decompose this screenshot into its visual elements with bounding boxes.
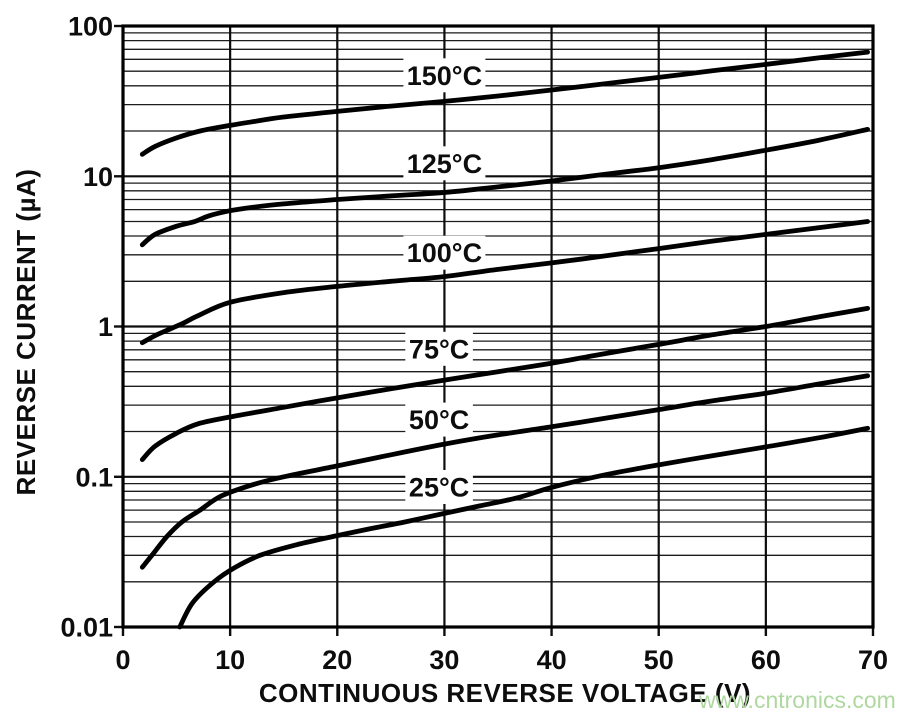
curve-label-bg-150c [403,58,486,93]
curve-50c [139,373,870,570]
curve-label-50c: 50°C [405,402,473,437]
curve-125c [139,127,870,248]
curve-150c [139,49,870,157]
curve-label-75c: 75°C [405,331,473,366]
curve-label-bg-25c [405,470,473,504]
curve-100c [139,219,870,346]
x-tick-label: 0 [115,645,130,675]
y-tick-label: 0.01 [60,613,113,643]
curve-label-text-125c: 125°C [407,149,482,179]
curve-label-text-50c: 50°C [409,405,469,435]
x-tick-label: 20 [322,645,352,675]
curve-label-25c: 25°C [405,470,473,504]
y-tick-label: 10 [83,162,113,192]
x-tick-label: 10 [215,645,245,675]
curve-75c [139,306,870,462]
curve-label-bg-50c [405,402,473,437]
curve-label-text-25c: 25°C [409,473,469,503]
plot-frame [121,24,875,629]
curve-label-text-150c: 150°C [407,61,482,91]
curve-label-125c: 125°C [403,146,486,181]
x-tick-label: 50 [644,645,674,675]
y-tick-label: 100 [68,12,113,42]
curve-label-bg-100c [403,235,486,270]
x-tick-label: 40 [537,645,567,675]
watermark: www.cntronics.com [698,687,896,713]
x-tick-label: 30 [429,645,459,675]
curve-label-100c: 100°C [403,235,486,270]
y-tick-label: 1 [98,312,113,342]
x-axis-title: CONTINUOUS REVERSE VOLTAGE (V) [259,678,751,708]
curve-label-bg-75c [405,331,473,366]
curve-label-bg-125c [403,146,486,181]
x-tick-label: 70 [858,645,888,675]
y-axis-title: REVERSE CURRENT (µA) [11,169,41,496]
curve-label-text-75c: 75°C [409,334,469,364]
y-tick-label: 0.1 [75,462,113,492]
curve-label-text-100c: 100°C [407,238,482,268]
x-tick-label: 60 [751,645,781,675]
curve-25c [177,425,870,630]
curve-label-150c: 150°C [403,58,486,93]
